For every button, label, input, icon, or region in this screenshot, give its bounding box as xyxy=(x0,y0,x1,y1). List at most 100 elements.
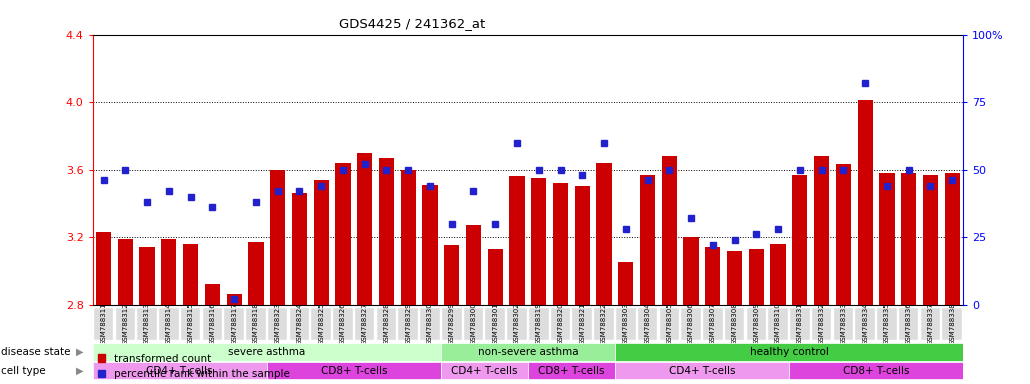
Bar xyxy=(205,284,220,305)
Bar xyxy=(706,247,720,305)
Text: GSM788333: GSM788333 xyxy=(840,302,847,345)
Text: GSM788318: GSM788318 xyxy=(253,302,259,345)
FancyBboxPatch shape xyxy=(485,308,505,341)
Text: GSM788321: GSM788321 xyxy=(579,302,585,345)
Text: non-severe asthma: non-severe asthma xyxy=(478,347,578,357)
Bar xyxy=(945,173,960,305)
FancyBboxPatch shape xyxy=(747,308,766,341)
Text: severe asthma: severe asthma xyxy=(228,347,305,357)
Text: GSM788300: GSM788300 xyxy=(471,302,477,345)
Text: ▶: ▶ xyxy=(76,366,83,376)
Bar xyxy=(858,100,872,305)
Bar xyxy=(510,176,524,305)
FancyBboxPatch shape xyxy=(289,308,309,341)
FancyBboxPatch shape xyxy=(703,308,723,341)
Bar xyxy=(596,163,612,305)
Text: CD8+ T-cells: CD8+ T-cells xyxy=(320,366,387,376)
Bar xyxy=(618,262,633,305)
Text: GSM788315: GSM788315 xyxy=(187,302,194,345)
Bar xyxy=(227,295,242,305)
FancyBboxPatch shape xyxy=(246,308,266,341)
Text: CD8+ T-cells: CD8+ T-cells xyxy=(538,366,605,376)
Text: GSM788299: GSM788299 xyxy=(449,302,454,345)
FancyBboxPatch shape xyxy=(573,308,592,341)
FancyBboxPatch shape xyxy=(420,308,440,341)
FancyBboxPatch shape xyxy=(137,308,157,341)
Bar xyxy=(444,245,459,305)
Bar xyxy=(96,232,111,305)
FancyBboxPatch shape xyxy=(615,343,963,361)
Text: GSM788314: GSM788314 xyxy=(166,302,172,345)
FancyBboxPatch shape xyxy=(93,362,267,379)
FancyBboxPatch shape xyxy=(681,308,700,341)
Bar xyxy=(401,170,416,305)
Text: GSM788316: GSM788316 xyxy=(209,302,215,345)
FancyBboxPatch shape xyxy=(878,308,897,341)
FancyBboxPatch shape xyxy=(768,308,788,341)
Bar xyxy=(291,193,307,305)
Text: GSM788301: GSM788301 xyxy=(492,302,499,345)
Text: GSM788334: GSM788334 xyxy=(862,302,868,345)
FancyBboxPatch shape xyxy=(377,308,397,341)
Text: CD8+ T-cells: CD8+ T-cells xyxy=(843,366,909,376)
Text: GSM788313: GSM788313 xyxy=(144,302,150,345)
FancyBboxPatch shape xyxy=(616,308,636,341)
Text: GSM788304: GSM788304 xyxy=(645,302,651,345)
Text: GSM788322: GSM788322 xyxy=(602,302,607,345)
Bar xyxy=(575,187,590,305)
FancyBboxPatch shape xyxy=(441,343,615,361)
FancyBboxPatch shape xyxy=(333,308,352,341)
FancyBboxPatch shape xyxy=(94,308,113,341)
Text: GSM788338: GSM788338 xyxy=(950,302,955,345)
FancyBboxPatch shape xyxy=(790,308,810,341)
Text: GSM788317: GSM788317 xyxy=(231,302,237,345)
Text: GSM788332: GSM788332 xyxy=(819,302,825,345)
Bar xyxy=(270,170,285,305)
Bar xyxy=(749,249,764,305)
FancyBboxPatch shape xyxy=(355,308,375,341)
Bar xyxy=(640,175,655,305)
FancyBboxPatch shape xyxy=(442,308,461,341)
FancyBboxPatch shape xyxy=(921,308,940,341)
Bar xyxy=(336,163,350,305)
FancyBboxPatch shape xyxy=(267,362,441,379)
Legend: transformed count, percentile rank within the sample: transformed count, percentile rank withi… xyxy=(98,354,289,379)
FancyBboxPatch shape xyxy=(181,308,201,341)
Bar xyxy=(880,173,894,305)
Bar xyxy=(422,185,438,305)
Text: GSM788319: GSM788319 xyxy=(536,302,542,345)
Text: GSM788329: GSM788329 xyxy=(405,302,411,345)
Bar xyxy=(117,239,133,305)
Text: GSM788320: GSM788320 xyxy=(557,302,563,345)
FancyBboxPatch shape xyxy=(899,308,919,341)
Bar xyxy=(835,164,851,305)
FancyBboxPatch shape xyxy=(441,362,527,379)
FancyBboxPatch shape xyxy=(551,308,571,341)
FancyBboxPatch shape xyxy=(507,308,526,341)
FancyBboxPatch shape xyxy=(615,362,789,379)
FancyBboxPatch shape xyxy=(311,308,331,341)
Text: CD4+ T-cells: CD4+ T-cells xyxy=(668,366,735,376)
FancyBboxPatch shape xyxy=(638,308,657,341)
Bar xyxy=(139,247,154,305)
Text: GSM788307: GSM788307 xyxy=(710,302,716,345)
FancyBboxPatch shape xyxy=(527,362,615,379)
Text: GSM788302: GSM788302 xyxy=(514,302,520,345)
FancyBboxPatch shape xyxy=(789,362,963,379)
Text: GSM788327: GSM788327 xyxy=(362,302,368,345)
Bar xyxy=(814,156,829,305)
Bar xyxy=(183,244,198,305)
Text: GSM788312: GSM788312 xyxy=(123,302,129,345)
FancyBboxPatch shape xyxy=(203,308,222,341)
Text: GSM788306: GSM788306 xyxy=(688,302,694,345)
Bar xyxy=(684,237,698,305)
Bar xyxy=(770,244,786,305)
Text: healthy control: healthy control xyxy=(750,347,828,357)
Text: GSM788311: GSM788311 xyxy=(101,302,106,345)
Bar xyxy=(357,153,372,305)
FancyBboxPatch shape xyxy=(812,308,831,341)
FancyBboxPatch shape xyxy=(93,343,441,361)
FancyBboxPatch shape xyxy=(464,308,483,341)
FancyBboxPatch shape xyxy=(159,308,178,341)
Bar xyxy=(923,175,938,305)
